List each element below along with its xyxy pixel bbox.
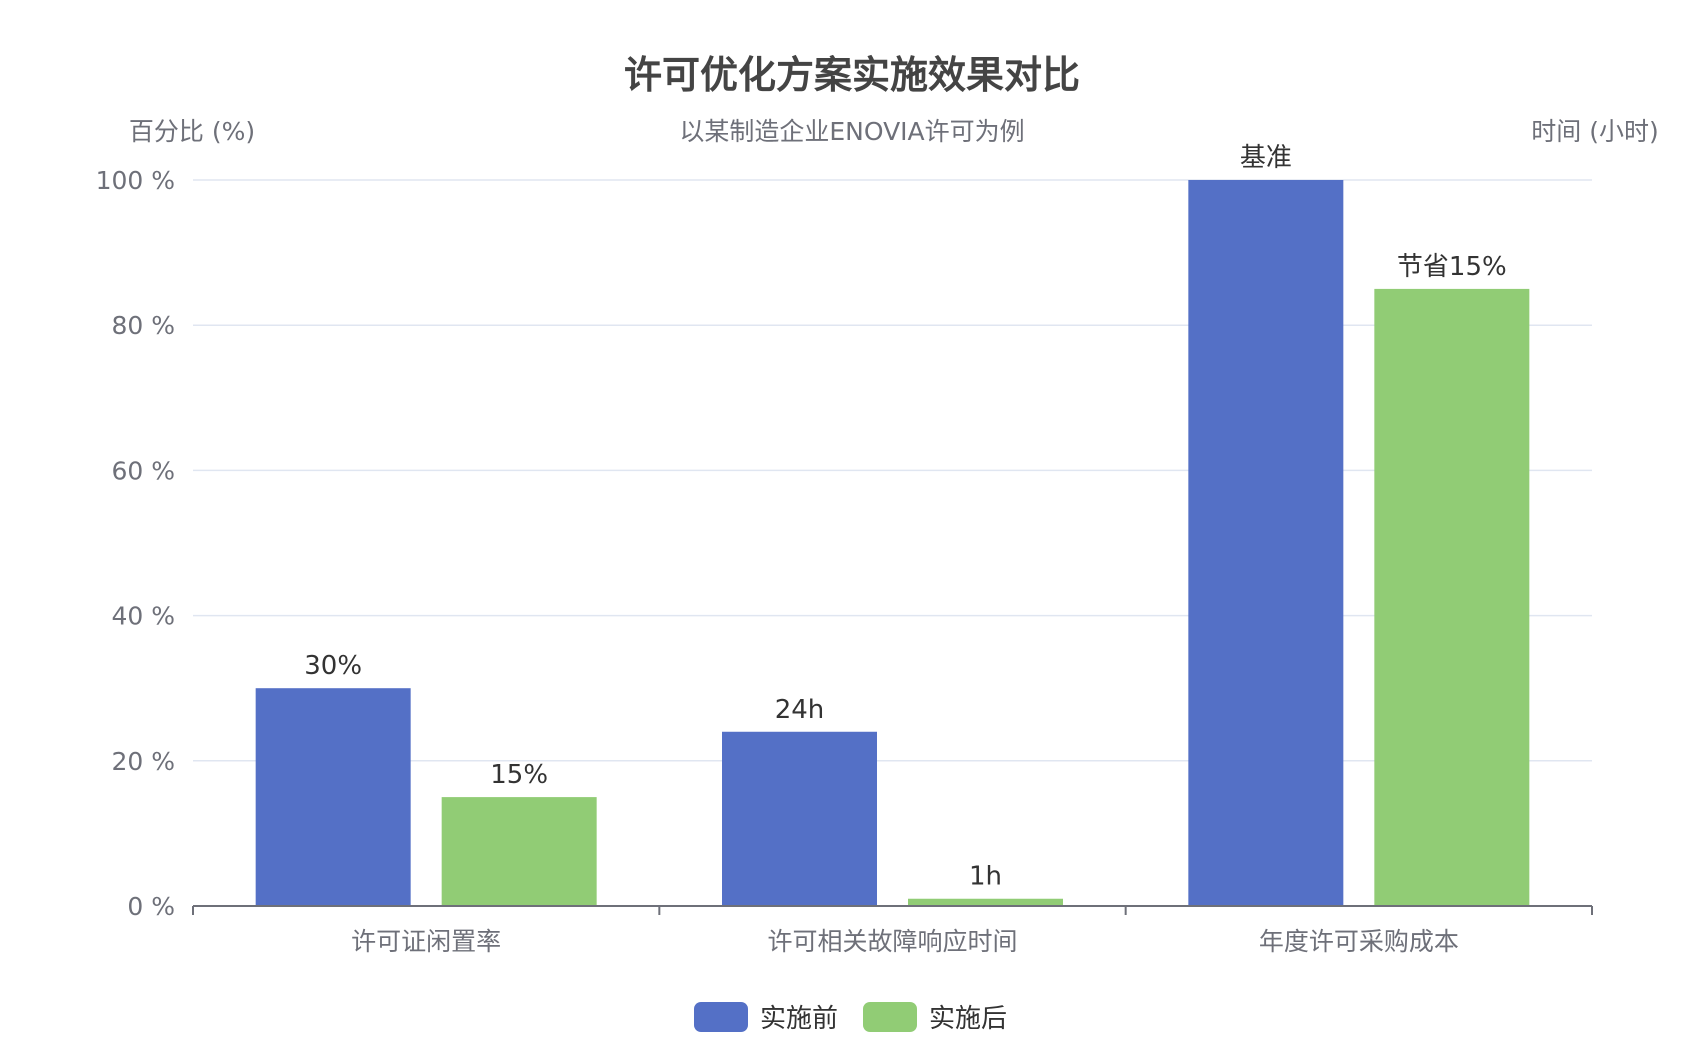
y-tick-label: 20 % [111,747,175,776]
legend-label[interactable]: 实施前 [760,1004,838,1034]
bar-data-label: 节省15% [1397,252,1507,282]
y-axis-title-right: 时间 (小时) [1531,117,1658,146]
bar-before-2 [1188,180,1344,906]
legend-swatch-before[interactable] [694,1002,748,1032]
bar-data-label: 基准 [1240,143,1292,173]
bar-after-1 [908,898,1063,906]
x-category-label: 年度许可采购成本 [1259,927,1459,956]
x-category-label: 许可证闲置率 [351,927,501,956]
y-tick-label: 40 % [111,602,175,631]
bar-data-label: 15% [490,760,548,790]
bar-data-label: 1h [969,862,1002,892]
y-tick-label: 100 % [96,166,175,195]
bar-after-2 [1374,288,1530,906]
y-tick-label: 0 % [127,892,175,921]
x-axis: 许可证闲置率 许可相关故障响应时间 年度许可采购成本 [192,905,1593,956]
y-axis-title-left: 百分比 (%) [129,117,255,146]
y-tick-label: 80 % [111,311,175,340]
chart-title: 许可优化方案实施效果对比 [624,53,1080,97]
bar-before-1 [722,731,877,906]
y-tick-label: 60 % [111,456,175,485]
bar-after-0 [441,797,597,906]
bar-before-0 [255,688,411,906]
grid-lines [193,179,1592,762]
legend-swatch-after[interactable] [863,1002,917,1032]
bar-series [255,180,1530,906]
bar-data-label: 24h [775,695,825,725]
chart-subtitle: 以某制造企业ENOVIA许可为例 [679,117,1024,146]
y-axis-ticks: 0 % 20 % 40 % 60 % 80 % 100 % [96,166,175,921]
x-category-label: 许可相关故障响应时间 [767,927,1017,956]
legend-label[interactable]: 实施后 [929,1004,1007,1034]
legend: 实施前 实施后 [694,1002,1007,1034]
bar-data-label: 30% [304,651,362,681]
